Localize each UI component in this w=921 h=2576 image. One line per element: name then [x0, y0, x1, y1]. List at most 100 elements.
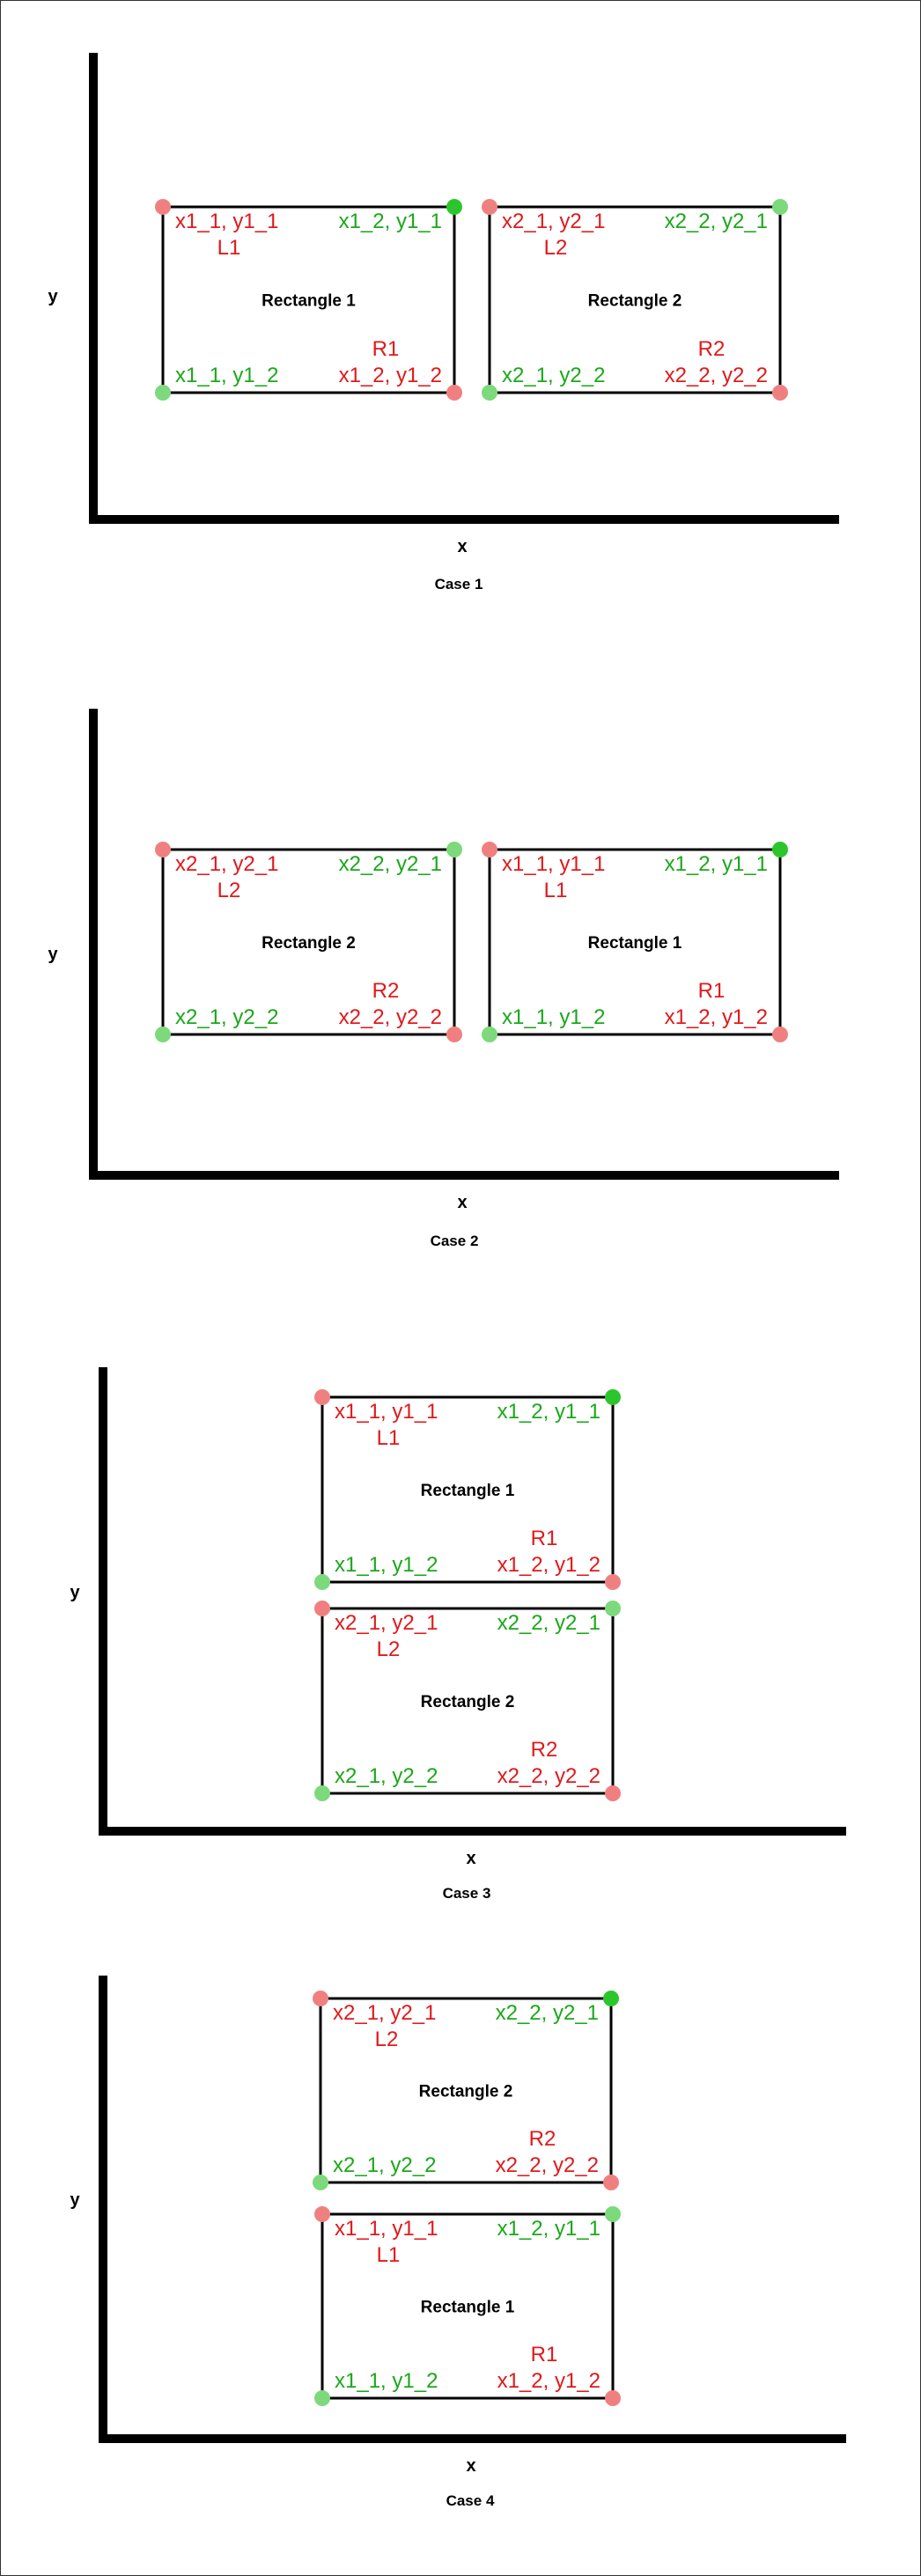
top-right-corner-label: x2_2, y2_1 [339, 852, 442, 876]
top-left-corner-label: x2_1, y2_1 [175, 852, 278, 876]
top-left-corner-dot [155, 199, 171, 215]
top-left-tag-label: L1 [217, 236, 241, 260]
x-axis-label: x [457, 537, 467, 556]
bottom-right-corner-label: x2_2, y2_2 [665, 364, 768, 387]
top-right-corner-label: x1_2, y1_1 [665, 852, 768, 876]
top-right-corner-dot [605, 1389, 621, 1405]
case-title: Case 4 [446, 2492, 495, 2509]
y-axis-label: y [70, 1583, 80, 1602]
top-left-corner-label: x2_1, y2_1 [335, 1611, 438, 1635]
bottom-left-corner-dot [313, 2175, 328, 2190]
bottom-left-corner-dot [314, 1785, 330, 1801]
rectangle-title: Rectangle 2 [262, 934, 356, 953]
bottom-left-corner-label: x1_1, y1_2 [335, 2369, 438, 2393]
top-left-tag-label: L2 [217, 879, 241, 902]
bottom-right-tag-label: R2 [372, 979, 400, 1003]
top-left-tag-label: L2 [377, 1638, 401, 1661]
top-left-corner-label: x1_1, y1_1 [335, 2217, 438, 2241]
top-right-corner-label: x1_2, y1_1 [497, 2217, 600, 2241]
bottom-left-corner-label: x2_1, y2_2 [335, 1764, 438, 1788]
bottom-right-tag-label: R1 [372, 337, 400, 361]
bottom-left-corner-dot [314, 1574, 330, 1590]
rectangle-title: Rectangle 2 [419, 2083, 513, 2101]
top-left-corner-label: x1_1, y1_1 [175, 210, 278, 233]
top-left-corner-dot [314, 1601, 330, 1616]
rectangle-box [488, 848, 782, 1036]
bottom-right-corner-dot [603, 2175, 619, 2190]
bottom-right-corner-label: x1_2, y1_2 [497, 2369, 600, 2393]
case-title: Case 1 [435, 576, 483, 592]
rectangle-box [161, 205, 456, 394]
rectangle-box [321, 1395, 615, 1584]
bottom-left-corner-label: x2_1, y2_2 [175, 1005, 278, 1029]
top-left-corner-label: x1_1, y1_1 [502, 852, 605, 876]
top-right-corner-dot [603, 1991, 619, 2006]
rectangle-title: Rectangle 1 [262, 292, 356, 311]
bottom-right-tag-label: R1 [531, 2343, 558, 2366]
top-right-corner-dot [772, 199, 788, 215]
x-axis-label: x [466, 1849, 475, 1868]
bottom-left-corner-label: x2_1, y2_2 [502, 364, 605, 387]
bottom-right-corner-dot [772, 1027, 788, 1042]
top-right-corner-label: x1_2, y1_1 [497, 1400, 600, 1424]
rectangle-box [488, 205, 782, 394]
bottom-right-corner-label: x2_2, y2_2 [497, 1764, 600, 1788]
bottom-right-corner-dot [605, 1574, 621, 1590]
bottom-left-corner-dot [155, 1027, 171, 1042]
bottom-right-corner-label: x2_2, y2_2 [339, 1005, 442, 1029]
top-right-corner-label: x2_2, y2_1 [496, 2001, 599, 2025]
top-left-tag-label: L2 [544, 236, 568, 260]
top-left-tag-label: L2 [375, 2028, 399, 2051]
bottom-right-corner-dot [446, 1027, 462, 1042]
top-right-corner-dot [446, 842, 462, 857]
bottom-right-tag-label: R1 [531, 1527, 558, 1550]
bottom-left-corner-label: x1_1, y1_2 [175, 364, 278, 387]
top-left-corner-dot [314, 2206, 330, 2222]
case-title: Case 3 [443, 1885, 491, 1902]
bottom-right-tag-label: R2 [529, 2127, 556, 2151]
bottom-left-corner-dot [155, 385, 171, 401]
top-right-corner-label: x1_2, y1_1 [339, 210, 442, 233]
bottom-right-corner-dot [605, 1785, 621, 1801]
top-right-corner-dot [605, 2206, 621, 2222]
bottom-right-corner-label: x1_2, y1_2 [497, 1553, 600, 1577]
bottom-left-corner-dot [314, 2390, 330, 2406]
bottom-right-tag-label: R2 [698, 337, 726, 361]
bottom-left-corner-label: x1_1, y1_2 [335, 1553, 438, 1577]
top-left-corner-label: x2_1, y2_1 [333, 2001, 436, 2025]
rectangle-box [321, 1607, 615, 1795]
top-left-corner-dot [313, 1991, 328, 2006]
bottom-right-corner-dot [446, 385, 462, 401]
top-left-corner-dot [314, 1389, 330, 1405]
top-left-corner-dot [155, 842, 171, 857]
x-axis-label: x [457, 1193, 467, 1212]
bottom-right-corner-label: x1_2, y1_2 [339, 364, 442, 387]
y-axis-label: y [48, 287, 58, 306]
bottom-left-corner-label: x1_1, y1_2 [502, 1005, 605, 1029]
top-left-corner-dot [482, 842, 497, 857]
rectangle-title: Rectangle 2 [588, 292, 682, 311]
bottom-left-corner-label: x2_1, y2_2 [333, 2153, 436, 2177]
x-axis-label: x [466, 2456, 475, 2476]
y-axis-label: y [70, 2190, 80, 2210]
bottom-left-corner-dot [482, 385, 497, 401]
top-left-corner-label: x1_1, y1_1 [335, 1400, 438, 1424]
y-axis-label: y [48, 945, 58, 964]
bottom-right-corner-label: x1_2, y1_2 [665, 1005, 768, 1029]
top-left-tag-label: L1 [377, 1426, 401, 1450]
rectangle-box [321, 2212, 615, 2400]
top-left-tag-label: L1 [544, 879, 568, 902]
case-title: Case 2 [431, 1233, 479, 1249]
bottom-right-corner-dot [772, 385, 788, 401]
top-right-corner-dot [605, 1601, 621, 1616]
rectangle-title: Rectangle 2 [421, 1693, 515, 1711]
bottom-right-tag-label: R1 [698, 979, 726, 1003]
top-right-corner-label: x2_2, y2_1 [665, 210, 768, 233]
rectangle-box [161, 848, 456, 1036]
top-right-corner-dot [772, 842, 788, 857]
top-right-corner-dot [446, 199, 462, 215]
rectangle-title: Rectangle 1 [421, 2299, 515, 2317]
bottom-right-corner-dot [605, 2390, 621, 2406]
